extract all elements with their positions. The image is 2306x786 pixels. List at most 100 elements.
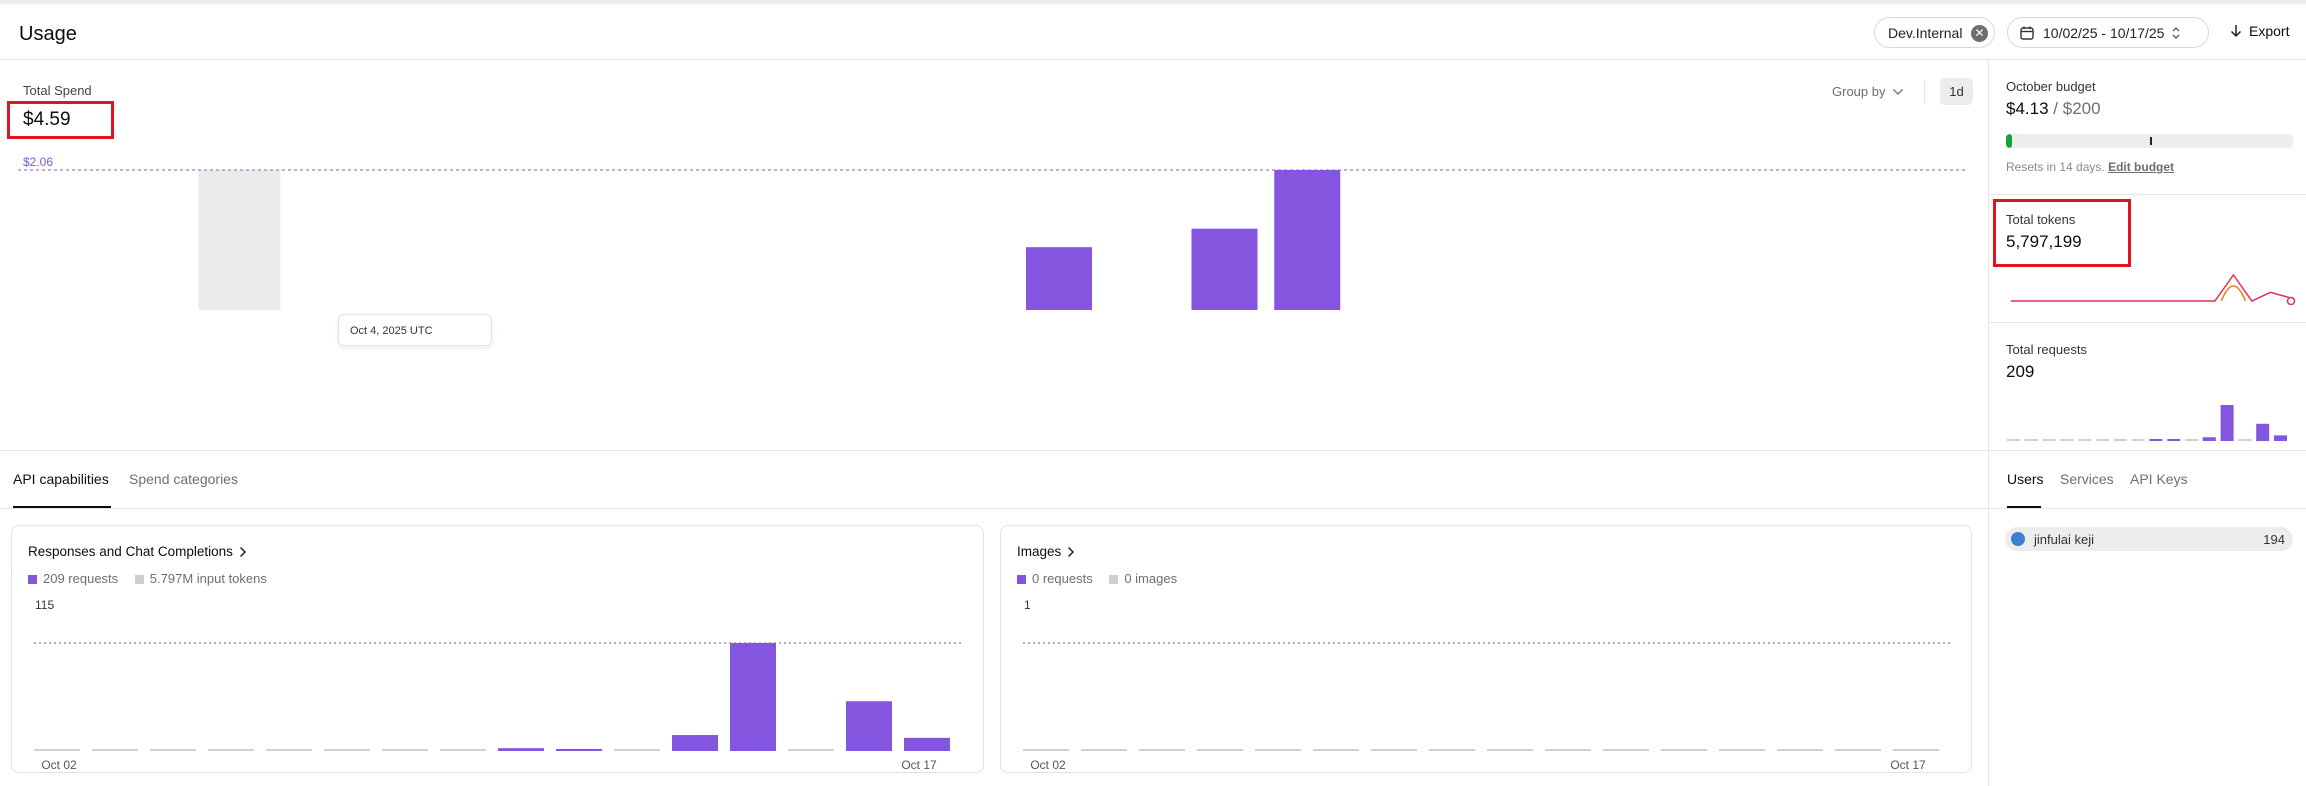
card-title-link[interactable]: Images bbox=[1017, 544, 1075, 559]
bar-hover-highlight bbox=[198, 170, 281, 310]
bar bbox=[1081, 749, 1127, 751]
date-range-picker[interactable]: 10/02/25 - 10/17/25 bbox=[2007, 17, 2209, 48]
requests-label: Total requests bbox=[2006, 342, 2087, 357]
bar bbox=[1023, 749, 1069, 751]
bar bbox=[324, 749, 370, 751]
bar bbox=[1893, 749, 1939, 751]
user-avatar-icon bbox=[2011, 532, 2025, 546]
bar bbox=[2220, 405, 2234, 441]
bar bbox=[1197, 749, 1243, 751]
bar bbox=[34, 749, 80, 751]
token-last-point bbox=[2286, 296, 2296, 305]
budget-reset-label: Resets in 14 days. bbox=[2006, 160, 2105, 174]
tab-api-keys[interactable]: API Keys bbox=[2130, 471, 2188, 487]
legend-swatch-requests bbox=[28, 575, 37, 585]
budget-progress-bar bbox=[2006, 134, 2293, 148]
token-series-line bbox=[2011, 273, 2290, 302]
chevron-down-icon bbox=[1893, 88, 1904, 95]
images-card[interactable]: Images 0 requests 0 images 1 Oct 02 Oct 1… bbox=[1000, 525, 1972, 773]
tab-spend-categories[interactable]: Spend categories bbox=[129, 471, 238, 487]
bar bbox=[1191, 228, 1258, 310]
project-filter-chip[interactable]: Dev.Internal ✕ bbox=[1874, 17, 1995, 48]
budget-separator: / bbox=[2053, 99, 2059, 118]
tab-users[interactable]: Users bbox=[2007, 471, 2044, 487]
sidebar-divider bbox=[1989, 194, 2306, 195]
tabs-divider bbox=[0, 508, 1988, 509]
budget-amount: $4.13 / $200 bbox=[2006, 99, 2101, 119]
group-by-dropdown[interactable]: Group by bbox=[1832, 84, 1904, 99]
budget-reset-text: Resets in 14 days. Edit budget bbox=[2006, 160, 2174, 174]
bar bbox=[1255, 749, 1301, 751]
bar bbox=[1603, 749, 1649, 751]
chevron-right-icon bbox=[1068, 546, 1075, 557]
bar bbox=[92, 749, 138, 751]
user-name: jinfulai keji bbox=[2034, 531, 2094, 547]
bar bbox=[1661, 749, 1707, 751]
bar bbox=[2024, 439, 2038, 441]
legend-requests: 209 requests bbox=[43, 571, 119, 586]
legend-swatch-requests bbox=[1017, 575, 1026, 585]
bar bbox=[2185, 439, 2198, 441]
budget-label: October budget bbox=[2006, 79, 2096, 94]
bar bbox=[150, 749, 196, 751]
card-title: Images bbox=[1017, 544, 1062, 559]
x-tick-label: Oct 02 bbox=[41, 758, 77, 771]
date-range-label: 10/02/25 - 10/17/25 bbox=[2043, 24, 2165, 41]
edit-budget-link[interactable]: Edit budget bbox=[2108, 160, 2175, 174]
bar bbox=[1026, 247, 1092, 310]
bar bbox=[382, 749, 428, 751]
budget-progress-fill bbox=[2006, 134, 2013, 148]
chart-tooltip: Oct 4, 2025 UTC bbox=[338, 314, 492, 346]
budget-spent: $4.13 bbox=[2006, 99, 2049, 118]
calendar-icon bbox=[2020, 26, 2034, 40]
toolbar-divider bbox=[1924, 80, 1925, 104]
tokens-label: Total tokens bbox=[2006, 212, 2076, 227]
export-button[interactable]: Export bbox=[2230, 23, 2289, 39]
bar bbox=[1777, 749, 1823, 751]
bar bbox=[2238, 439, 2252, 441]
bar bbox=[2042, 439, 2056, 441]
bar bbox=[788, 749, 834, 751]
bar bbox=[2060, 439, 2074, 441]
legend-images: 0 images bbox=[1124, 571, 1178, 586]
bar bbox=[498, 748, 544, 751]
bar bbox=[2096, 439, 2109, 441]
legend-swatch-tokens bbox=[134, 575, 144, 585]
x-tick-label: Oct 02 bbox=[1030, 758, 1066, 771]
export-label: Export bbox=[2249, 23, 2290, 39]
section-divider bbox=[0, 450, 1988, 451]
top-divider bbox=[0, 0, 2306, 4]
bar bbox=[1429, 749, 1475, 751]
tabs-divider bbox=[1989, 508, 2306, 509]
card-title-link[interactable]: Responses and Chat Completions bbox=[28, 544, 247, 559]
requests-value: 209 bbox=[2006, 362, 2035, 381]
bar bbox=[556, 749, 602, 751]
summary-sidebar: October budget $4.13 / $200 Resets in 14… bbox=[1988, 60, 2306, 786]
user-row[interactable]: jinfulai keji 194 bbox=[2005, 527, 2293, 551]
bar bbox=[2007, 439, 2020, 441]
updown-chevron-icon bbox=[2172, 26, 2180, 39]
bar bbox=[1545, 749, 1591, 751]
budget-limit: $200 bbox=[2062, 99, 2101, 118]
total-spend-label: Total Spend bbox=[23, 83, 92, 98]
bar bbox=[440, 749, 486, 751]
tab-api-capabilities[interactable]: API capabilities bbox=[13, 471, 109, 487]
bar bbox=[1719, 749, 1765, 751]
budget-threshold-marker bbox=[2149, 137, 2152, 145]
bar bbox=[2274, 435, 2287, 441]
interval-toggle-1d[interactable]: 1d bbox=[1940, 78, 1973, 105]
responses-card[interactable]: Responses and Chat Completions 209 reque… bbox=[11, 525, 984, 773]
close-circle-icon[interactable]: ✕ bbox=[1971, 25, 1988, 42]
bar bbox=[1313, 749, 1359, 751]
bar bbox=[208, 749, 254, 751]
tab-services[interactable]: Services bbox=[2060, 471, 2114, 487]
bar bbox=[2167, 439, 2181, 441]
card-title: Responses and Chat Completions bbox=[28, 544, 233, 559]
responses-chart: Oct 02 Oct 17 bbox=[34, 642, 962, 771]
x-tick-label: Oct 17 bbox=[901, 758, 937, 771]
legend-tokens: 5.797M input tokens bbox=[149, 571, 267, 586]
sidebar-divider bbox=[1989, 322, 2306, 323]
bar bbox=[904, 737, 950, 751]
